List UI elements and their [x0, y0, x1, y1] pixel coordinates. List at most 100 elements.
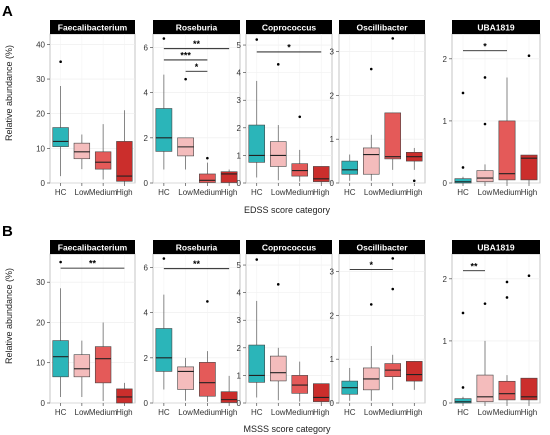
y-tick-label: 2 [237, 344, 242, 353]
box-low [269, 283, 287, 401]
significance-bracket: * [349, 260, 393, 270]
box-iqr [116, 388, 133, 404]
y-tick-label: 1 [237, 371, 242, 380]
x-tick-label: High [313, 408, 329, 417]
significance-bracket: *** [163, 50, 208, 60]
significance-label: ** [89, 259, 97, 269]
x-tick-label: High [221, 188, 237, 197]
box-iqr [155, 328, 173, 372]
y-tick-label: 20 [36, 110, 45, 119]
box-iqr [248, 124, 266, 163]
box-low [269, 63, 287, 181]
y-tick-label: 10 [36, 144, 45, 153]
box-iqr [269, 355, 287, 382]
box-medium [94, 322, 112, 401]
box-iqr [454, 398, 472, 404]
x-tick-label: High [521, 188, 537, 197]
facet-title-strip [339, 240, 425, 254]
x-tick-label: High [116, 408, 132, 417]
outlier-point [527, 274, 531, 278]
x-tick-label: HC [251, 408, 263, 417]
outlier-point [505, 296, 509, 299]
box-high [405, 361, 423, 390]
y-tick-label: 1 [443, 117, 448, 126]
facet-panel: Roseburia 0 2 4 6 HC Low Medium High ** [144, 240, 241, 417]
significance-label: ** [193, 259, 201, 269]
y-tick-label: 2 [443, 275, 448, 284]
box-hc [155, 257, 173, 390]
significance-label: ** [193, 39, 201, 49]
box-low [177, 77, 194, 170]
x-tick-label: Low [364, 188, 379, 197]
box-medium [291, 115, 309, 182]
outlier-point [206, 300, 209, 303]
box-iqr [94, 151, 112, 170]
box-low [362, 67, 380, 181]
facet-title: Faecalibacterium [58, 243, 128, 253]
box-iqr [116, 141, 133, 182]
y-tick-label: 2 [237, 124, 242, 133]
box-medium [498, 77, 516, 183]
box-high [520, 54, 538, 183]
y-tick-label: 0 [443, 399, 448, 408]
y-tick-label: 0 [330, 179, 335, 188]
box-iqr [248, 344, 266, 383]
x-tick-label: HC [344, 408, 356, 417]
facet-title: Coprococcus [262, 243, 317, 253]
box-iqr [220, 391, 238, 403]
y-tick-label: 2 [330, 311, 335, 320]
box-hc [52, 260, 69, 397]
outlier-point [483, 122, 487, 126]
x-tick-label: Low [478, 188, 493, 197]
box-iqr [291, 163, 309, 177]
facet-title: Roseburia [176, 23, 218, 33]
outlier-point [461, 166, 465, 169]
box-iqr [312, 383, 330, 402]
x-tick-label: Medium [89, 188, 118, 197]
y-tick-label: 1 [330, 135, 335, 144]
box-medium [94, 124, 112, 180]
x-tick-label: HC [457, 188, 469, 197]
significance-label: * [483, 41, 487, 51]
box-hc [341, 154, 359, 181]
box-low [476, 76, 494, 183]
y-tick-label: 0 [144, 179, 149, 188]
panel-label-a: A [2, 3, 13, 20]
y-tick-label: 1 [443, 337, 448, 346]
x-axis-label-a: EDSS score category [244, 205, 331, 215]
box-hc [248, 258, 266, 398]
x-tick-label: Medium [379, 188, 408, 197]
y-tick-label: 2 [330, 91, 335, 100]
outlier-point [391, 37, 395, 40]
y-tick-label: 20 [36, 318, 45, 327]
box-iqr [269, 141, 287, 167]
outlier-point [461, 91, 465, 95]
significance-bracket: * [256, 42, 322, 52]
y-tick-label: 0 [41, 179, 46, 188]
outlier-point [412, 179, 416, 183]
outlier-point [527, 54, 531, 58]
y-tick-label: 6 [144, 44, 149, 53]
box-iqr [312, 166, 330, 182]
facet-title-strip [153, 240, 240, 254]
x-tick-label: Medium [493, 408, 522, 417]
x-tick-label: High [521, 408, 537, 417]
panel-label-b: B [2, 223, 13, 240]
box-iqr [73, 354, 91, 378]
y-tick-label: 3 [330, 48, 335, 57]
facet-panel: Oscillibacter 0 1 2 3 HC Low Medium High * [330, 240, 426, 417]
box-iqr [384, 112, 402, 160]
outlier-point [461, 311, 465, 315]
box-low [362, 303, 380, 401]
box-iqr [405, 361, 423, 382]
x-tick-label: Low [178, 408, 193, 417]
outlier-point [298, 115, 302, 119]
facet-panel: UBA1819 0 1 2 HC Low Medium High * [443, 20, 541, 197]
y-tick-label: 3 [330, 268, 335, 277]
significance-label: * [287, 42, 291, 52]
x-tick-label: Low [478, 408, 493, 417]
facet-title-strip [339, 20, 425, 34]
